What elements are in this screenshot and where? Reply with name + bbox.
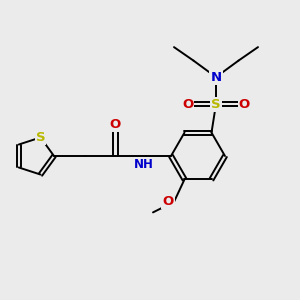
Text: O: O [238, 98, 250, 111]
Text: S: S [36, 131, 45, 144]
Text: O: O [182, 98, 194, 111]
Text: NH: NH [134, 158, 154, 172]
Text: N: N [210, 70, 222, 84]
Text: O: O [110, 118, 121, 131]
Text: S: S [211, 98, 221, 111]
Text: O: O [162, 195, 174, 208]
